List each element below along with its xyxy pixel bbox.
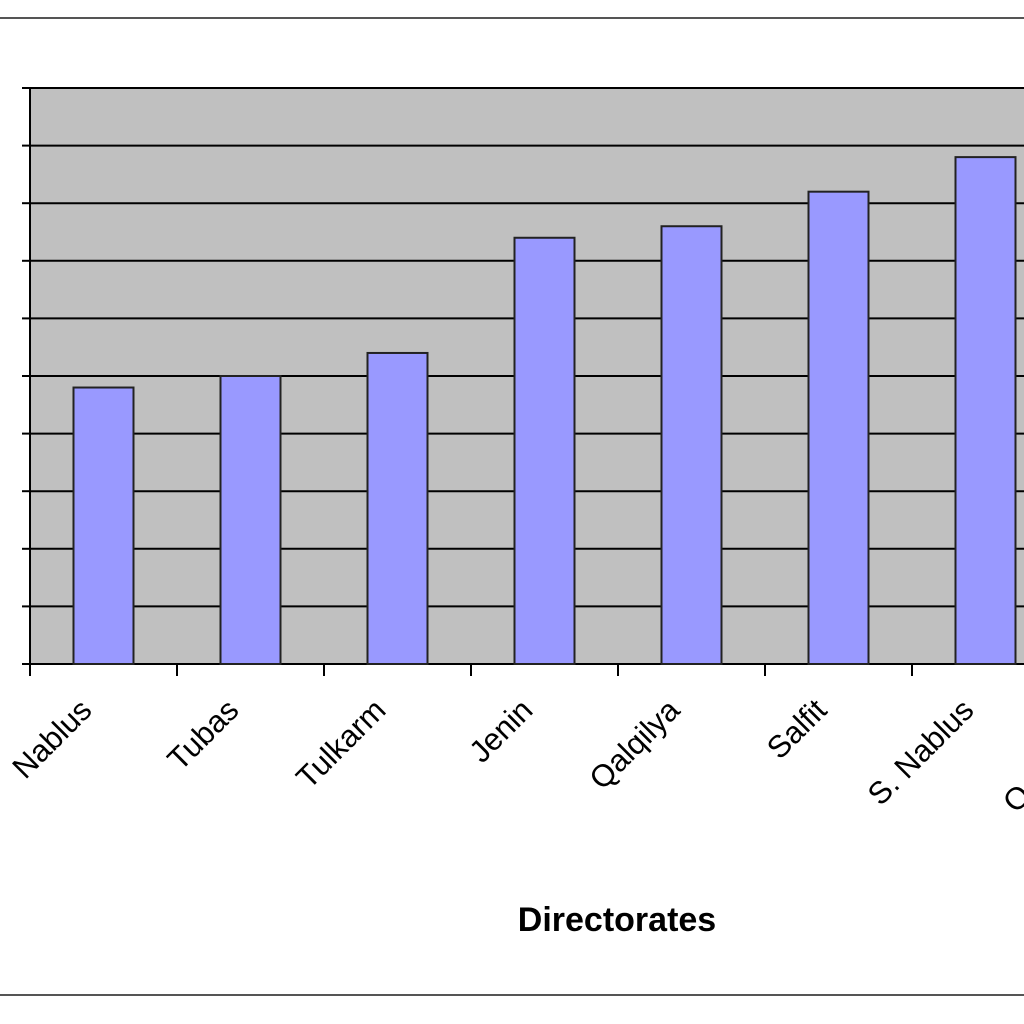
bar [513,236,576,665]
bar [72,386,135,665]
bar [219,375,282,665]
bar [807,190,870,665]
bar [954,156,1017,665]
bar [660,225,723,666]
bar [366,351,429,665]
x-axis-title: Directorates [518,901,716,939]
